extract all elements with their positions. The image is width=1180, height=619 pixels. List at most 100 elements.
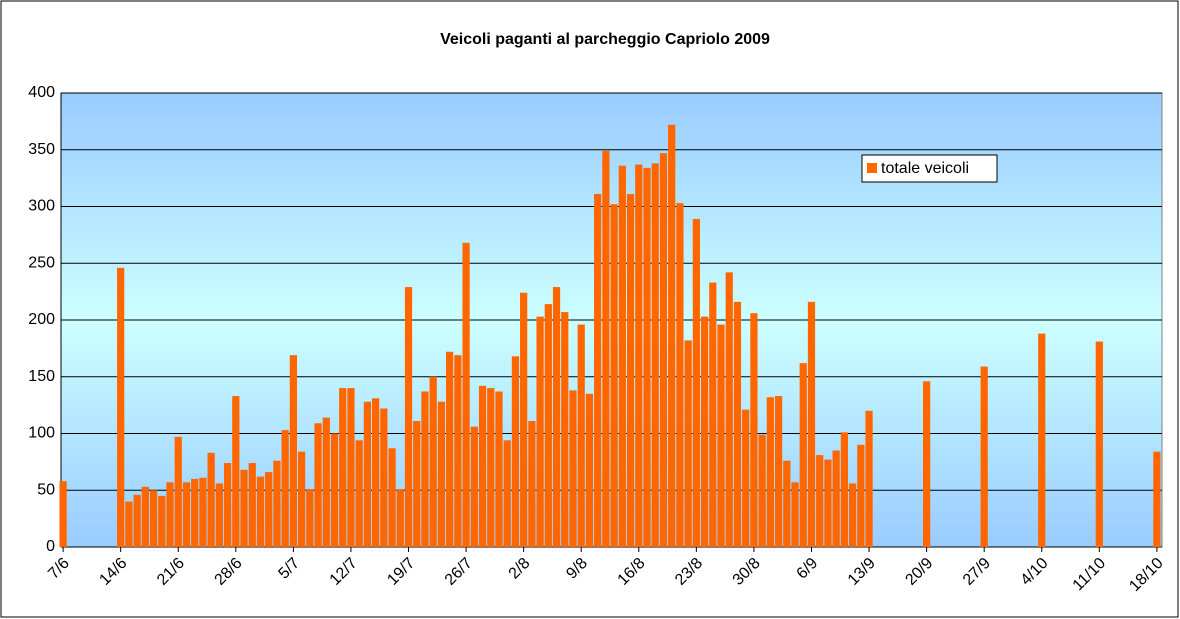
bar (824, 459, 832, 547)
bar (725, 272, 733, 547)
bar (256, 476, 265, 547)
bar (651, 163, 659, 547)
bar (125, 501, 133, 547)
y-tick-label: 200 (28, 311, 55, 328)
y-tick-label: 250 (28, 254, 55, 271)
bar (339, 388, 347, 547)
bar (602, 150, 610, 547)
bar (470, 426, 478, 547)
y-tick-label: 150 (28, 368, 55, 385)
bar (363, 401, 372, 547)
bar (840, 432, 848, 547)
bar (791, 482, 799, 547)
bar (684, 340, 692, 547)
bar (610, 204, 618, 548)
bar (388, 448, 396, 547)
bar (207, 452, 215, 547)
bar (117, 267, 125, 547)
bar (413, 421, 421, 547)
bar (404, 287, 413, 547)
bar (232, 396, 240, 547)
bar (306, 489, 314, 547)
bar (149, 490, 158, 547)
bar (478, 385, 487, 547)
bar (742, 409, 750, 547)
bar (158, 495, 166, 547)
bar (594, 194, 602, 547)
bar (643, 167, 651, 547)
chart-title: Veicoli paganti al parcheggio Capriolo 2… (440, 31, 770, 48)
bar (437, 401, 446, 547)
bar (495, 391, 503, 547)
bar (520, 292, 528, 547)
bar (281, 430, 289, 547)
y-tick-label: 400 (28, 84, 55, 101)
bar (569, 390, 577, 547)
bar (816, 455, 824, 547)
bar (659, 153, 668, 547)
bar (865, 410, 873, 547)
bar (273, 460, 281, 547)
bar (297, 451, 306, 547)
bar (635, 164, 643, 547)
bar (1153, 451, 1161, 547)
bar (544, 304, 552, 547)
bar (857, 444, 865, 547)
y-tick-label: 100 (28, 425, 55, 442)
bar (265, 472, 273, 547)
bar (429, 376, 437, 547)
bar (191, 478, 199, 547)
bar (503, 440, 511, 547)
bar (59, 481, 67, 547)
bar (1038, 333, 1046, 547)
bar (396, 489, 404, 547)
bar (700, 316, 709, 547)
bar (774, 396, 783, 547)
bar (626, 194, 635, 547)
legend-label: totale veicoli (881, 160, 969, 177)
bar (923, 381, 931, 547)
bar (141, 486, 149, 547)
bar (618, 165, 626, 547)
bar (322, 417, 330, 547)
bar (692, 218, 700, 548)
bar (446, 351, 454, 547)
bar (668, 124, 676, 547)
bar (223, 463, 232, 547)
bar (832, 450, 840, 547)
bar (133, 494, 141, 547)
bar (799, 363, 807, 547)
legend-box (861, 154, 998, 183)
bar (487, 388, 495, 547)
y-tick-label: 50 (37, 481, 55, 498)
y-tick-label: 0 (46, 538, 55, 555)
bar (421, 391, 429, 547)
bar (758, 434, 766, 547)
bar (380, 408, 388, 547)
bar (552, 287, 561, 547)
bar (807, 301, 816, 547)
bar (709, 282, 717, 547)
bar (577, 324, 585, 547)
bar (347, 388, 355, 547)
bar (330, 433, 339, 547)
bar (314, 423, 322, 547)
bar (511, 356, 520, 547)
bar (585, 393, 594, 547)
bar (717, 324, 725, 547)
bar (750, 313, 758, 547)
bar (528, 421, 536, 547)
bar (182, 482, 191, 547)
bar (372, 398, 380, 547)
bar (289, 355, 297, 547)
bar (733, 301, 742, 547)
bar (766, 397, 774, 547)
bar (536, 316, 544, 547)
bar (166, 482, 174, 547)
bar (240, 469, 248, 547)
bar (561, 312, 569, 547)
y-tick-label: 350 (28, 141, 55, 158)
bar (248, 463, 256, 547)
bar (676, 203, 684, 547)
